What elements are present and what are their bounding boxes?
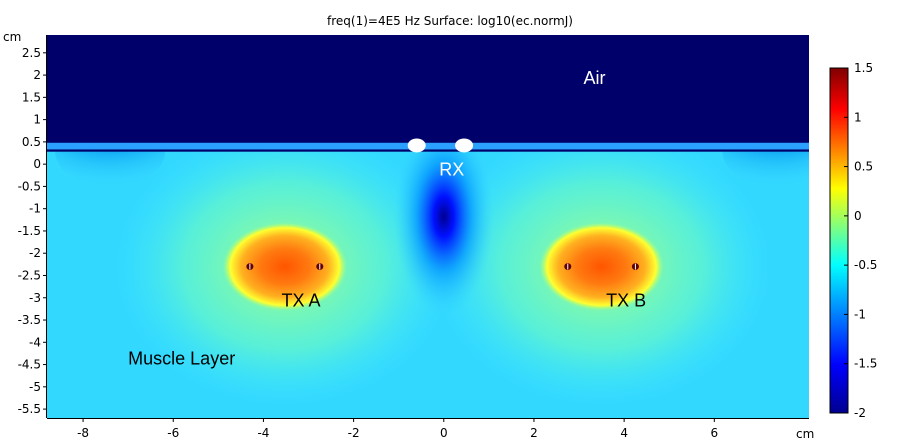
rx-electrode-2 (455, 138, 474, 153)
x-tick-label: 2 (530, 426, 538, 440)
colorbar-tick-label: 1 (854, 110, 862, 124)
y-tick-label: 2.5 (22, 46, 41, 60)
x-tick-label: 4 (620, 426, 628, 440)
x-tick-label: -6 (167, 426, 179, 440)
y-tick-label: 0.5 (22, 135, 41, 149)
region-label-tx-a: TX A (281, 291, 320, 311)
y-tick-label: -4.5 (18, 358, 41, 372)
y-tick-label: -1.5 (18, 224, 41, 238)
field-low-center (393, 116, 494, 317)
colorbar-tick-label: -1.5 (854, 357, 877, 371)
y-tick-label: 1 (33, 113, 41, 127)
x-tick-label: -8 (77, 426, 89, 440)
colorbar-tick-label: -0.5 (854, 258, 877, 272)
y-tick-label: 2 (33, 68, 41, 82)
colorbar-scale (829, 67, 849, 414)
colorbar-tick-label: 1.5 (854, 61, 873, 75)
y-tick-label: -5.5 (18, 402, 41, 416)
skin-surface-line (47, 142, 809, 150)
y-axis: 2.5 2 1.5 1 0.5 0 -0.5 -1 -1.5 -2 -2.5 -3 -3.5 -4 -4.5… (18, 35, 47, 418)
y-tick-label: -1 (29, 202, 41, 216)
y-tick-label: 0 (33, 157, 41, 171)
x-axis-unit: cm (796, 427, 814, 441)
x-axis: -8 -6 -4 -2 0 2 4 6 (47, 418, 809, 440)
y-tick-label: -0.5 (18, 179, 41, 193)
x-tick-label: 0 (440, 426, 448, 440)
region-labels: Air RX TX A TX B Muscle Layer (128, 68, 646, 369)
region-label-rx: RX (439, 159, 464, 179)
colorbar-tick-label: -2 (854, 406, 866, 420)
y-tick-label: -2 (29, 246, 41, 260)
colorbar: 1.5 1 0.5 0 -0.5 -1 -1.5 -2 (829, 61, 877, 420)
y-tick-label: -2.5 (18, 268, 41, 282)
tx-a-field (222, 222, 347, 311)
region-label-muscle-layer: Muscle Layer (128, 349, 235, 369)
colorbar-tick-label: -1 (854, 307, 866, 321)
colorbar-ticks: 1.5 1 0.5 0 -0.5 -1 -1.5 -2 (844, 61, 877, 420)
electrodes (246, 138, 639, 271)
colorbar-tick-label: 0 (854, 209, 862, 223)
x-tick-label: -4 (257, 426, 269, 440)
y-tick-label: -3.5 (18, 313, 41, 327)
colorbar-tick-label: 0.5 (854, 160, 873, 174)
y-axis-unit: cm (3, 30, 21, 44)
y-tick-label: -5 (29, 380, 41, 394)
y-tick-label: 1.5 (22, 90, 41, 104)
region-label-tx-b: TX B (606, 291, 646, 311)
rx-electrode-1 (407, 138, 426, 153)
region-label-air: Air (584, 68, 606, 88)
air-region (47, 35, 809, 152)
y-tick-label: -4 (29, 335, 41, 349)
chart-title: freq(1)=4E5 Hz Surface: log10(ec.normJ) (327, 14, 573, 28)
tx-b-field (539, 222, 664, 311)
y-tick-label: -3 (29, 291, 41, 305)
x-tick-label: 6 (710, 426, 718, 440)
x-tick-label: -2 (348, 426, 360, 440)
plot-area (47, 35, 809, 418)
